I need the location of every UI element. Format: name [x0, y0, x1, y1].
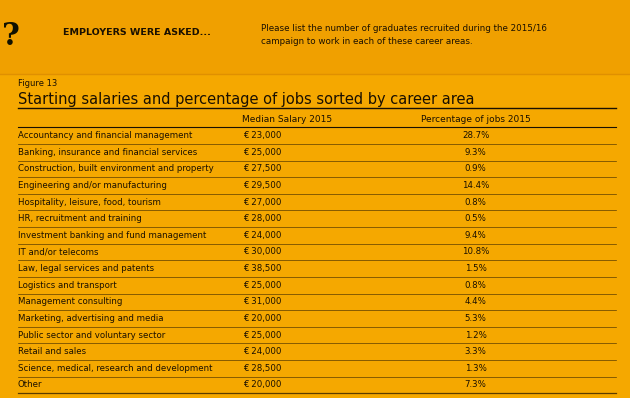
Text: Banking, insurance and financial services: Banking, insurance and financial service… [18, 148, 197, 157]
Text: Engineering and/or manufacturing: Engineering and/or manufacturing [18, 181, 166, 190]
Text: € 25,000: € 25,000 [243, 281, 281, 290]
Text: 1.2%: 1.2% [465, 331, 486, 339]
Text: 0.8%: 0.8% [465, 281, 486, 290]
Text: € 28,000: € 28,000 [243, 214, 281, 223]
Text: Figure 13: Figure 13 [18, 79, 57, 88]
FancyBboxPatch shape [0, 0, 630, 74]
Text: HR, recruitment and training: HR, recruitment and training [18, 214, 141, 223]
Text: EMPLOYERS WERE ASKED...: EMPLOYERS WERE ASKED... [63, 28, 211, 37]
Text: 1.5%: 1.5% [465, 264, 486, 273]
Text: 0.5%: 0.5% [465, 214, 486, 223]
Text: € 30,000: € 30,000 [243, 248, 281, 256]
Text: Please list the number of graduates recruited during the 2015/16
campaign to wor: Please list the number of graduates recr… [261, 24, 547, 46]
Text: € 29,500: € 29,500 [243, 181, 281, 190]
Text: Median Salary 2015: Median Salary 2015 [241, 115, 332, 124]
Text: 28.7%: 28.7% [462, 131, 490, 140]
Text: € 27,000: € 27,000 [243, 198, 281, 207]
Text: Other: Other [18, 380, 42, 389]
Text: € 31,000: € 31,000 [243, 297, 281, 306]
Text: 9.3%: 9.3% [465, 148, 486, 157]
Text: Management consulting: Management consulting [18, 297, 122, 306]
Text: Retail and sales: Retail and sales [18, 347, 86, 356]
Text: 0.8%: 0.8% [465, 198, 486, 207]
Text: € 25,000: € 25,000 [243, 331, 281, 339]
Text: Construction, built environment and property: Construction, built environment and prop… [18, 164, 214, 174]
Text: 5.3%: 5.3% [465, 314, 486, 323]
Text: 4.4%: 4.4% [465, 297, 486, 306]
Text: Percentage of jobs 2015: Percentage of jobs 2015 [421, 115, 530, 124]
Text: Marketing, advertising and media: Marketing, advertising and media [18, 314, 163, 323]
Text: € 28,500: € 28,500 [243, 364, 281, 373]
Text: € 20,000: € 20,000 [243, 314, 281, 323]
Text: € 24,000: € 24,000 [243, 347, 281, 356]
Text: IT and/or telecoms: IT and/or telecoms [18, 248, 98, 256]
Text: ?: ? [3, 21, 20, 52]
Text: Accountancy and financial management: Accountancy and financial management [18, 131, 192, 140]
Text: Law, legal services and patents: Law, legal services and patents [18, 264, 154, 273]
Text: Investment banking and fund management: Investment banking and fund management [18, 231, 206, 240]
Text: 7.3%: 7.3% [465, 380, 486, 389]
Text: 3.3%: 3.3% [465, 347, 486, 356]
Text: Logistics and transport: Logistics and transport [18, 281, 117, 290]
Text: 9.4%: 9.4% [465, 231, 486, 240]
Text: Starting salaries and percentage of jobs sorted by career area: Starting salaries and percentage of jobs… [18, 92, 474, 107]
Text: € 38,500: € 38,500 [243, 264, 281, 273]
Text: € 20,000: € 20,000 [243, 380, 281, 389]
Text: € 27,500: € 27,500 [243, 164, 281, 174]
Text: Science, medical, research and development: Science, medical, research and developme… [18, 364, 212, 373]
Text: 10.8%: 10.8% [462, 248, 490, 256]
Text: Hospitality, leisure, food, tourism: Hospitality, leisure, food, tourism [18, 198, 161, 207]
Text: 0.9%: 0.9% [465, 164, 486, 174]
Text: € 23,000: € 23,000 [243, 131, 281, 140]
Text: € 25,000: € 25,000 [243, 148, 281, 157]
Text: 1.3%: 1.3% [465, 364, 486, 373]
Text: 14.4%: 14.4% [462, 181, 490, 190]
Text: € 24,000: € 24,000 [243, 231, 281, 240]
Text: Public sector and voluntary sector: Public sector and voluntary sector [18, 331, 165, 339]
